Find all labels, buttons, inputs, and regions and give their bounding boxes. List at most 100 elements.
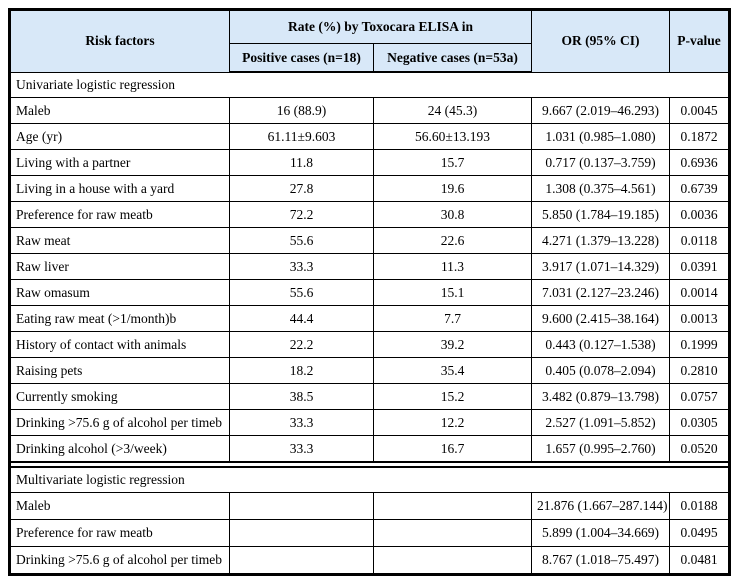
or-ci-cell: 4.271 (1.379–13.228) <box>531 227 670 254</box>
or-ci-cell: 5.899 (1.004–34.669) <box>531 519 670 547</box>
risk-factor-cell: Maleb <box>9 97 230 124</box>
negative-rate-cell: 15.7 <box>373 149 532 176</box>
risk-factor-cell: Raising pets <box>9 357 230 384</box>
negative-rate-cell: 22.6 <box>373 227 532 254</box>
section-separator <box>9 461 730 468</box>
section-row-univariate: Univariate logistic regression <box>9 71 730 98</box>
table-row: Drinking >75.6 g of alcohol per timeb 33… <box>9 409 730 436</box>
negative-rate-cell: 19.6 <box>373 175 532 202</box>
negative-rate-cell: 16.7 <box>373 435 532 463</box>
positive-rate-cell: 55.6 <box>229 279 374 306</box>
page: Risk factors Rate (%) by Toxocara ELISA … <box>8 8 731 576</box>
table-row: Drinking >75.6 g of alcohol per timeb 8.… <box>9 546 730 575</box>
positive-rate-cell: 11.8 <box>229 149 374 176</box>
risk-factor-cell: Drinking >75.6 g of alcohol per timeb <box>9 546 230 575</box>
positive-rate-cell: 72.2 <box>229 201 374 228</box>
or-ci-cell: 1.031 (0.985–1.080) <box>531 123 670 150</box>
positive-rate-cell: 18.2 <box>229 357 374 384</box>
risk-factor-cell: Living in a house with a yard <box>9 175 230 202</box>
positive-rate-cell: 33.3 <box>229 435 374 463</box>
risk-factor-cell: History of contact with animals <box>9 331 230 358</box>
positive-rate-cell: 61.11±9.603 <box>229 123 374 150</box>
risk-factor-cell: Raw liver <box>9 253 230 280</box>
table-row: Maleb 16 (88.9) 24 (45.3) 9.667 (2.019–4… <box>9 97 730 124</box>
header-row-2: Positive cases (n=18) Negative cases (n=… <box>10 43 730 73</box>
positive-rate-cell: 27.8 <box>229 175 374 202</box>
positive-rate-cell: 44.4 <box>229 305 374 332</box>
negative-rate-cell <box>373 519 532 547</box>
or-ci-header: OR (95% CI) <box>531 9 670 73</box>
p-value-header: P-value <box>669 9 730 73</box>
positive-rate-cell <box>229 519 374 547</box>
risk-factor-cell: Currently smoking <box>9 383 230 410</box>
table-row: Currently smoking 38.5 15.2 3.482 (0.879… <box>9 383 730 410</box>
negative-rate-cell: 15.1 <box>373 279 532 306</box>
negative-rate-cell: 39.2 <box>373 331 532 358</box>
or-ci-cell: 5.850 (1.784–19.185) <box>531 201 670 228</box>
section-title-univariate: Univariate logistic regression <box>9 71 730 98</box>
p-value-cell: 0.0118 <box>669 227 730 254</box>
risk-factor-cell: Preference for raw meatb <box>9 201 230 228</box>
table-row: Maleb 21.876 (1.667–287.144) 0.0188 <box>9 492 730 520</box>
negative-rate-cell <box>373 492 532 520</box>
p-value-cell: 0.6739 <box>669 175 730 202</box>
table-row: Age (yr) 61.11±9.603 56.60±13.193 1.031 … <box>9 123 730 150</box>
or-ci-cell: 0.405 (0.078–2.094) <box>531 357 670 384</box>
p-value-cell: 0.0520 <box>669 435 730 463</box>
risk-factor-cell: Maleb <box>9 492 230 520</box>
header-row-1: Risk factors Rate (%) by Toxocara ELISA … <box>9 9 730 73</box>
p-value-cell: 0.0014 <box>669 279 730 306</box>
table-row: History of contact with animals 22.2 39.… <box>9 331 730 358</box>
p-value-cell: 0.0495 <box>669 519 730 547</box>
risk-factor-cell: Eating raw meat (>1/month)b <box>9 305 230 332</box>
table-row: Eating raw meat (>1/month)b 44.4 7.7 9.6… <box>9 305 730 332</box>
positive-rate-cell: 33.3 <box>229 253 374 280</box>
table-row: Living with a partner 11.8 15.7 0.717 (0… <box>9 149 730 176</box>
risk-factor-cell: Drinking >75.6 g of alcohol per timeb <box>9 409 230 436</box>
risk-factor-cell: Living with a partner <box>9 149 230 176</box>
or-ci-cell: 0.443 (0.127–1.538) <box>531 331 670 358</box>
table-row: Preference for raw meatb 5.899 (1.004–34… <box>9 519 730 547</box>
negative-rate-cell: 12.2 <box>373 409 532 436</box>
p-value-cell: 0.0045 <box>669 97 730 124</box>
or-ci-cell: 8.767 (1.018–75.497) <box>531 546 670 575</box>
risk-factor-cell: Raw meat <box>9 227 230 254</box>
negative-rate-cell: 56.60±13.193 <box>373 123 532 150</box>
table-header: Risk factors Rate (%) by Toxocara ELISA … <box>9 9 730 73</box>
section-title-multivariate: Multivariate logistic regression <box>9 466 730 493</box>
positive-rate-cell: 22.2 <box>229 331 374 358</box>
negative-rate-cell: 11.3 <box>373 253 532 280</box>
rate-group-header: Rate (%) by Toxocara ELISA in <box>229 9 532 44</box>
table-row: Living in a house with a yard 27.8 19.6 … <box>9 175 730 202</box>
negative-rate-cell: 24 (45.3) <box>373 97 532 124</box>
positive-rate-cell: 38.5 <box>229 383 374 410</box>
p-value-cell: 0.6936 <box>669 149 730 176</box>
or-ci-cell: 3.917 (1.071–14.329) <box>531 253 670 280</box>
positive-cases-header: Positive cases (n=18) <box>229 43 374 73</box>
p-value-cell: 0.0481 <box>669 546 730 575</box>
positive-rate-cell: 33.3 <box>229 409 374 436</box>
p-value-cell: 0.0391 <box>669 253 730 280</box>
or-ci-cell: 3.482 (0.879–13.798) <box>531 383 670 410</box>
negative-rate-cell: 30.8 <box>373 201 532 228</box>
or-ci-cell: 2.527 (1.091–5.852) <box>531 409 670 436</box>
table-row: Drinking alcohol (>3/week) 33.3 16.7 1.6… <box>9 435 730 463</box>
risk-factors-header: Risk factors <box>9 9 230 73</box>
negative-rate-cell: 35.4 <box>373 357 532 384</box>
risk-factor-cell: Raw omasum <box>9 279 230 306</box>
p-value-cell: 0.1872 <box>669 123 730 150</box>
or-ci-cell: 9.600 (2.415–38.164) <box>531 305 670 332</box>
p-value-cell: 0.0188 <box>669 492 730 520</box>
or-ci-cell: 0.717 (0.137–3.759) <box>531 149 670 176</box>
separator-rule <box>9 461 730 468</box>
positive-rate-cell: 16 (88.9) <box>229 97 374 124</box>
table-row: Raw omasum 55.6 15.1 7.031 (2.127–23.246… <box>9 279 730 306</box>
table-row: Raising pets 18.2 35.4 0.405 (0.078–2.09… <box>9 357 730 384</box>
positive-rate-cell: 55.6 <box>229 227 374 254</box>
or-ci-cell: 9.667 (2.019–46.293) <box>531 97 670 124</box>
table-row: Raw meat 55.6 22.6 4.271 (1.379–13.228) … <box>9 227 730 254</box>
negative-rate-cell <box>373 546 532 575</box>
table-row: Preference for raw meatb 72.2 30.8 5.850… <box>9 201 730 228</box>
risk-factor-cell: Age (yr) <box>9 123 230 150</box>
negative-rate-cell: 15.2 <box>373 383 532 410</box>
